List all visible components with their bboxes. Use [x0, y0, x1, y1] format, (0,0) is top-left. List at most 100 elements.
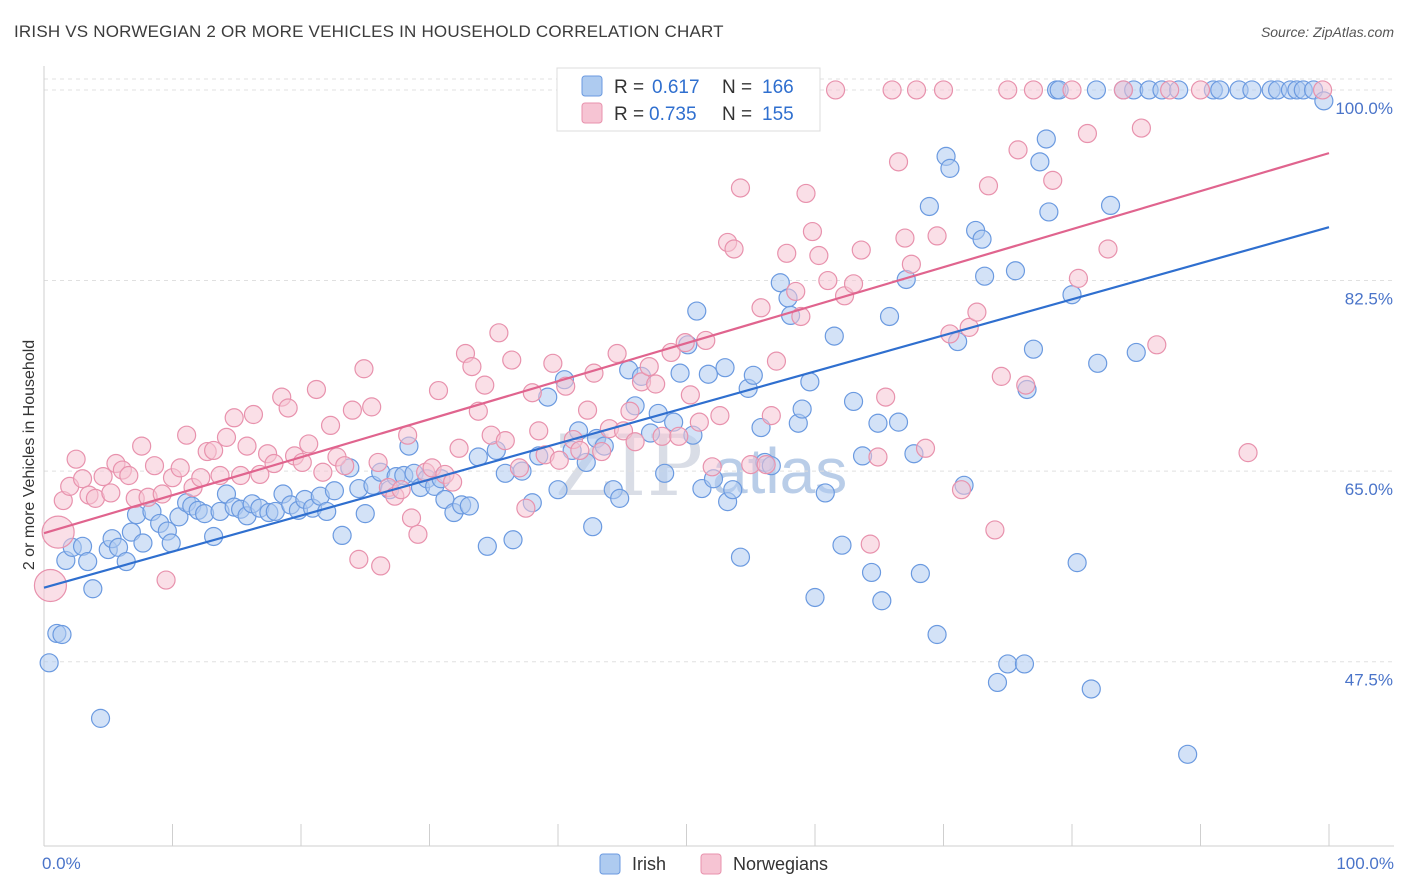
irish-point	[1242, 80, 1262, 100]
norwegian-point	[730, 178, 751, 198]
irish-point	[1086, 80, 1107, 100]
irish-point	[1030, 152, 1050, 172]
irish-point	[975, 266, 995, 286]
norwegian-point	[543, 353, 563, 373]
norwegian-point	[449, 438, 469, 458]
legend-irish-swatch	[581, 75, 603, 97]
norwegian-point	[475, 375, 495, 395]
norwegian-point	[766, 351, 787, 371]
legend-irish-r-value: 0.617	[652, 77, 700, 98]
irish-point	[459, 496, 479, 516]
irish-point	[1067, 553, 1087, 573]
norwegian-point	[237, 436, 257, 456]
norwegian-point	[362, 397, 382, 417]
x-tick-label-min: 0.0%	[42, 854, 81, 873]
norwegian-point	[495, 431, 515, 451]
norwegian-point	[998, 80, 1018, 100]
norwegian-point	[802, 221, 823, 242]
norwegian-point	[978, 176, 999, 196]
norwegian-point	[1062, 80, 1082, 100]
norwegian-point	[825, 80, 846, 100]
norwegian-points	[33, 80, 1333, 603]
norwegian-point	[354, 359, 374, 379]
norwegian-point	[680, 385, 700, 405]
norwegian-point	[428, 380, 449, 401]
irish-point	[1126, 342, 1146, 363]
norwegian-point	[320, 415, 341, 436]
norwegian-point	[927, 226, 947, 246]
norwegian-point	[843, 274, 864, 294]
norwegian-point	[985, 520, 1005, 540]
norwegian-point	[868, 447, 888, 467]
irish-point	[52, 624, 72, 645]
irish-point	[332, 525, 352, 546]
norwegian-point	[462, 356, 482, 377]
y-tick-label: 100.0%	[1335, 99, 1393, 118]
legend-irish-n-label: N =	[722, 77, 752, 98]
y-axis-title: 2 or more Vehicles in Household	[21, 340, 38, 570]
irish-point	[1178, 744, 1198, 764]
irish-point	[730, 547, 751, 567]
legend-irish-n-value: 166	[762, 77, 794, 98]
norwegian-point	[809, 245, 829, 266]
irish-point	[116, 551, 136, 572]
irish-point	[698, 364, 718, 384]
norwegian-point	[72, 469, 93, 489]
norwegian-point	[882, 80, 902, 100]
irish-point	[910, 563, 930, 584]
trend-lines	[43, 152, 1330, 589]
irish-point	[872, 591, 892, 611]
bottom-legend-norwegian-label: Norwegians	[733, 854, 828, 874]
norwegian-point	[906, 80, 927, 100]
norwegian-point	[851, 240, 871, 260]
y-tick-label: 65.0%	[1345, 480, 1393, 499]
irish-point	[1081, 679, 1101, 699]
irish-point	[815, 483, 835, 503]
norwegian-point	[278, 398, 298, 418]
norwegian-point	[689, 412, 709, 432]
irish-point	[861, 562, 882, 583]
norwegian-point	[967, 302, 987, 322]
legend-norwegian-r-value: 0.735	[649, 104, 697, 125]
irish-point	[987, 672, 1008, 693]
norwegian-point	[1023, 80, 1044, 100]
irish-point	[998, 654, 1018, 674]
norwegian-point	[299, 434, 319, 454]
irish-point	[770, 273, 790, 293]
norwegian-point	[1008, 140, 1028, 160]
norwegian-point	[876, 387, 896, 407]
irish-point	[655, 463, 675, 483]
norwegian-point	[756, 455, 776, 475]
irish-point	[879, 306, 900, 327]
norwegian-point	[951, 480, 972, 500]
norwegian-point	[570, 440, 590, 461]
x-tick-label-max: 100.0%	[1336, 854, 1394, 873]
irish-point	[133, 533, 153, 553]
norwegian-point	[401, 508, 422, 528]
norwegian-point	[786, 281, 806, 302]
norwegian-point	[1043, 170, 1063, 190]
norwegian-point	[888, 152, 909, 172]
norwegian-point	[66, 449, 86, 469]
norwegian-point	[224, 408, 244, 428]
norwegian-point	[216, 427, 237, 447]
norwegian-point	[710, 406, 730, 426]
irish-point	[972, 229, 992, 249]
norwegian-point	[860, 534, 880, 554]
irish-point	[843, 391, 864, 412]
norwegian-point	[652, 426, 672, 446]
irish-point	[868, 413, 888, 433]
norwegian-point	[156, 570, 176, 590]
norwegian-point	[509, 458, 530, 478]
norwegian-point	[761, 406, 781, 426]
norwegian-point	[702, 457, 722, 477]
irish-point	[355, 504, 375, 524]
irish-point	[1036, 129, 1056, 149]
norwegian-point	[41, 515, 75, 549]
legend-norwegian-r-label: R =	[614, 104, 644, 125]
norwegian-point	[1098, 239, 1118, 259]
norwegian-point	[489, 323, 509, 343]
legend-norwegian-n-label: N =	[722, 104, 752, 125]
irish-point	[503, 530, 523, 550]
irish-point	[805, 587, 825, 608]
